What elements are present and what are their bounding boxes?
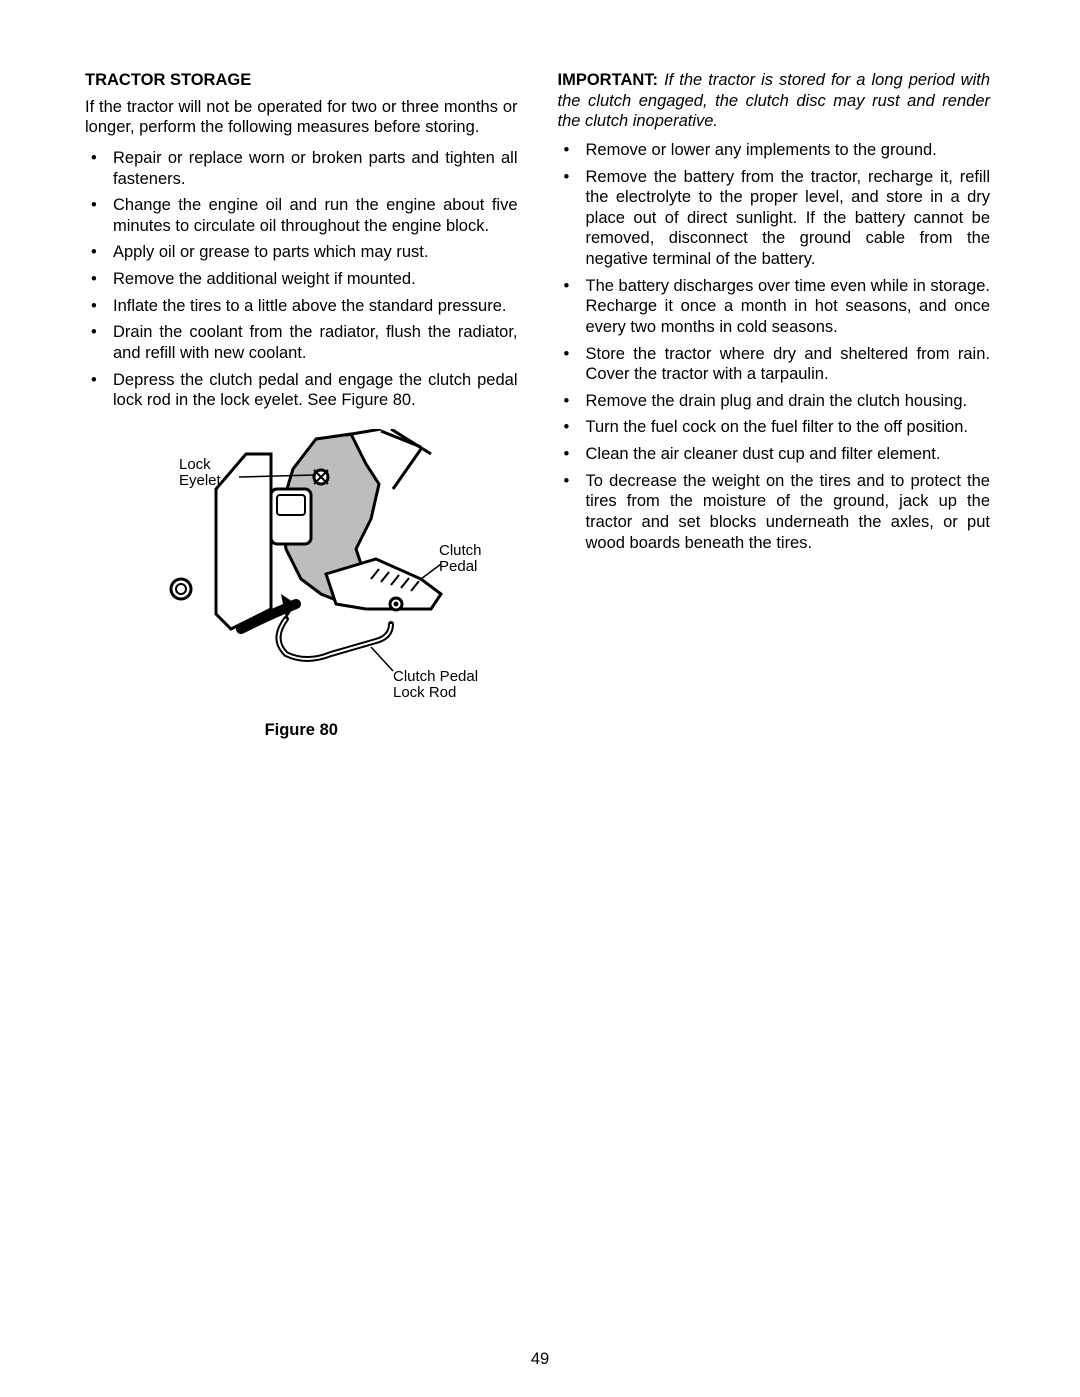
intro-paragraph: If the tractor will not be operated for … [85, 97, 518, 138]
list-item: The battery discharges over time even wh… [558, 276, 991, 338]
label-lock-rod-1: Clutch Pedal [393, 668, 478, 685]
important-label: IMPORTANT: [558, 71, 659, 89]
list-item: Store the tractor where dry and sheltere… [558, 344, 991, 385]
columns: TRACTOR STORAGE If the tractor will not … [85, 70, 990, 741]
list-item: Change the engine oil and run the engine… [85, 195, 518, 236]
important-note: IMPORTANT: If the tractor is stored for … [558, 70, 991, 132]
left-column: TRACTOR STORAGE If the tractor will not … [85, 70, 518, 741]
label-lock-eyelet-1: Lock [179, 456, 211, 473]
left-bullet-list: Repair or replace worn or broken parts a… [85, 148, 518, 411]
label-lock-eyelet-2: Eyelet [179, 472, 222, 489]
section-heading: TRACTOR STORAGE [85, 70, 518, 91]
figure-80: Lock Eyelet Clutch Pedal Clutch Pedal Lo… [85, 429, 518, 741]
figure-caption: Figure 80 [85, 720, 518, 741]
list-item: Turn the fuel cock on the fuel filter to… [558, 417, 991, 438]
clutch-pedal-diagram: Lock Eyelet Clutch Pedal Clutch Pedal Lo… [121, 429, 481, 715]
right-bullet-list: Remove or lower any implements to the gr… [558, 140, 991, 553]
page: TRACTOR STORAGE If the tractor will not … [0, 0, 1080, 1397]
page-number: 49 [0, 1350, 1080, 1369]
list-item: Remove the battery from the tractor, rec… [558, 167, 991, 270]
list-item: Remove the drain plug and drain the clut… [558, 391, 991, 412]
right-column: IMPORTANT: If the tractor is stored for … [558, 70, 991, 741]
list-item: Depress the clutch pedal and engage the … [85, 370, 518, 411]
list-item: Clean the air cleaner dust cup and filte… [558, 444, 991, 465]
list-item: Repair or replace worn or broken parts a… [85, 148, 518, 189]
label-clutch-pedal-1: Clutch [439, 542, 481, 559]
list-item: Apply oil or grease to parts which may r… [85, 242, 518, 263]
list-item: Remove or lower any implements to the gr… [558, 140, 991, 161]
list-item: Remove the additional weight if mounted. [85, 269, 518, 290]
list-item: Drain the coolant from the radiator, flu… [85, 322, 518, 363]
label-clutch-pedal-2: Pedal [439, 558, 477, 575]
label-lock-rod-2: Lock Rod [393, 684, 456, 701]
list-item: Inflate the tires to a little above the … [85, 296, 518, 317]
list-item: To decrease the weight on the tires and … [558, 471, 991, 554]
